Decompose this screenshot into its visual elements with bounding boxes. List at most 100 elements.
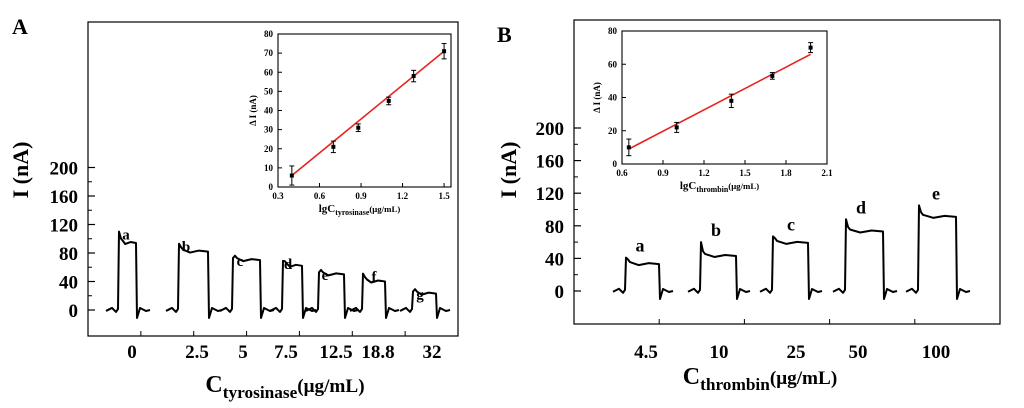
step-trace [832,218,898,300]
y-tick-label: 200 [536,119,565,140]
step-trace [687,241,751,300]
inset-y-tick-label: 50 [264,86,274,96]
step-label: e [932,183,940,203]
inset-chart: 0.6 0.9 1.2 1.5 1.8 2.1 0 20 40 60 80 Δ I (nA) lgCth… [592,26,833,194]
step-label: f [372,270,378,286]
y-tick-label: 160 [536,152,565,173]
category-label: 2.5 [185,342,209,363]
y-tick-label: 80 [59,244,78,265]
step-label: c [237,254,244,270]
y-axis-label: I (nA) [8,142,33,199]
inset-x-tick-label: 0.9 [657,168,669,178]
inset-fit-line [628,53,811,150]
category-label: 7.5 [274,342,298,363]
inset-chart: 0.3 0.6 0.9 1.2 1.5 0 10 20 30 40 50 60 70 80 Δ I (nA)… [248,29,452,217]
inset-y-tick-label: 70 [264,48,274,58]
inset-data-point [386,98,391,103]
inset-y-tick-label: 40 [608,93,618,103]
inset-x-tick-label: 0.6 [314,191,326,201]
inset-data-point [674,125,679,130]
inset-y-tick-label: 20 [608,126,618,136]
step-trace [269,259,317,319]
inset-x-tick-label: 1.5 [438,191,450,201]
category-label: 100 [922,342,951,363]
plot-frame [573,19,1001,325]
inset-x-tick-label: 0.3 [272,191,284,201]
inset-data-point [626,145,631,150]
y-tick-label: 0 [555,282,565,303]
inset-y-tick-label: 10 [264,163,274,173]
plot-frame [87,21,459,337]
inset-data-point [729,98,734,103]
y-tick-label: 40 [545,249,564,270]
x-axis-label: Ctyrosinase(μg/mL) [205,372,364,402]
y-axis-label: I (nA) [496,142,521,199]
inset-data-point [808,45,813,50]
x-axis-label: Cthrombin(μg/mL) [683,364,837,394]
inset-data-point [770,73,775,78]
y-tick-label: 80 [545,217,564,238]
step-trace [165,242,223,319]
inset-data-point [356,125,361,130]
panel-label: B [497,22,512,47]
category-label: 12.5 [319,342,352,363]
step-label: g [416,287,424,303]
inset-x-tick-label: 1.8 [780,168,792,178]
step-label: a [122,228,130,244]
inset-y-tick-label: 40 [264,106,274,116]
inset-x-tick-label: 1.5 [739,168,751,178]
step-trace [759,235,823,300]
category-label: 10 [710,342,729,363]
inset-data-point [442,49,447,54]
step-label: d [284,257,293,273]
step-label: d [856,197,866,217]
inset-x-axis-label: lgCthrombin(μg/mL) [680,180,759,194]
inset-x-tick-label: 0.9 [355,191,367,201]
step-label: b [711,220,721,240]
step-trace [349,272,400,319]
step-trace [905,204,971,300]
y-tick-label: 0 [69,301,79,322]
inset-fit-line [291,50,445,177]
category-label: 32 [423,342,442,363]
inset-data-point [289,173,294,178]
step-trace [305,268,359,319]
inset-x-tick-label: 1.2 [698,168,710,178]
category-label: 50 [849,342,868,363]
category-label: 18.8 [361,342,394,363]
inset-x-tick-label: 1.2 [397,191,409,201]
inset-y-axis-label: Δ I (nA) [592,82,602,113]
y-tick-label: 160 [50,187,79,208]
inset-data-point [331,144,336,149]
category-label: 4.5 [634,342,658,363]
step-label: e [322,268,329,284]
inset-frame [277,33,452,188]
step-label: c [787,214,795,234]
inset-y-axis-label: Δ I (nA) [248,95,258,126]
inset-y-tick-label: 60 [264,67,274,77]
inset-y-tick-label: 20 [264,144,274,154]
inset-y-tick-label: 80 [608,26,618,36]
step-label: b [182,240,190,256]
step-trace [399,288,451,319]
category-label: 5 [238,342,248,363]
step-label: a [636,236,645,256]
inset-data-point [411,74,416,79]
panel-label: A [12,14,28,39]
category-label: 0 [127,342,137,363]
inset-x-tick-label: 0.6 [616,168,628,178]
step-trace [219,254,275,319]
inset-y-tick-label: 0 [269,182,274,192]
inset-x-axis-label: lgCtyrosinase(μg/mL) [319,203,401,217]
y-tick-label: 120 [536,184,565,205]
step-trace [105,230,151,319]
inset-y-tick-label: 30 [264,125,274,135]
inset-frame [621,30,828,165]
step-trace [612,256,674,300]
inset-y-tick-label: 60 [608,59,618,69]
y-tick-label: 40 [59,273,78,294]
inset-y-tick-label: 0 [613,159,618,169]
